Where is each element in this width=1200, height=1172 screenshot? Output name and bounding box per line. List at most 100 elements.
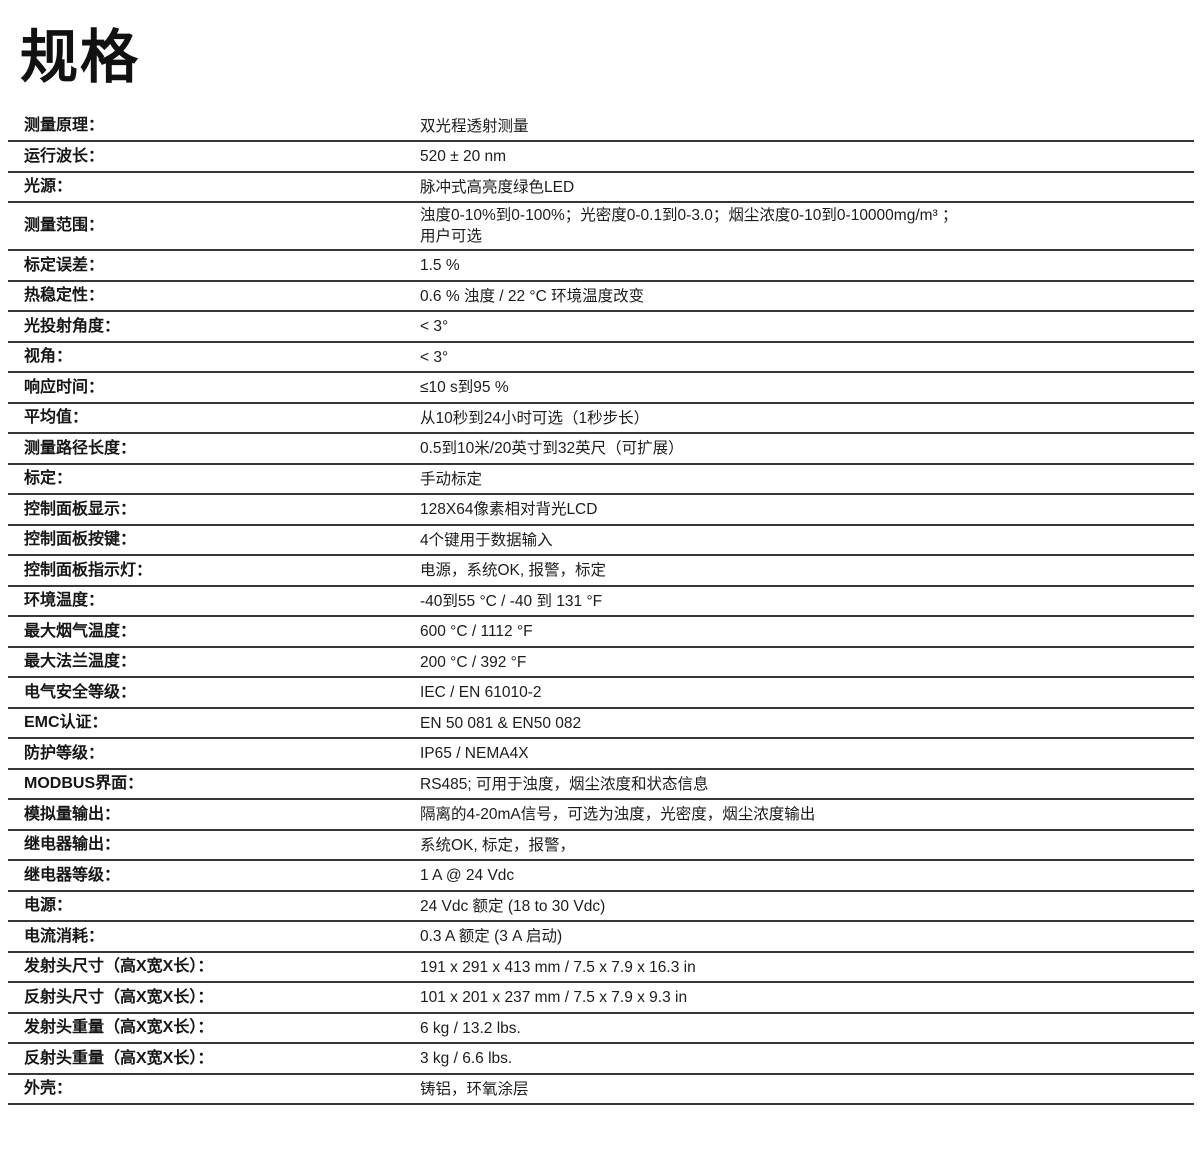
spec-row: 光投射角度： < 3° bbox=[8, 312, 1194, 343]
spec-value: 101 x 201 x 237 mm / 7.5 x 7.9 x 9.3 in bbox=[420, 989, 688, 1007]
spec-label: 继电器等级： bbox=[24, 866, 121, 884]
spec-label: 热稳定性： bbox=[24, 287, 105, 305]
spec-value: 铸铝，环氧涂层 bbox=[420, 1080, 529, 1098]
spec-row: 控制面板指示灯： 电源，系统OK, 报警，标定 bbox=[8, 556, 1194, 587]
spec-value: 1.5 % bbox=[420, 257, 460, 275]
spec-row: 控制面板按键： 4个键用于数据输入 bbox=[8, 526, 1194, 557]
spec-value: ≤10 s到95 % bbox=[420, 379, 509, 397]
spec-value: IP65 / NEMA4X bbox=[420, 745, 529, 763]
spec-label: 发射头重量（高X宽X长）： bbox=[24, 1019, 214, 1037]
spec-row: 环境温度： -40到55 °C / -40 到 131 °F bbox=[8, 587, 1194, 618]
spec-value: 200 °C / 392 °F bbox=[420, 653, 527, 671]
spec-label: 电气安全等级： bbox=[24, 683, 137, 701]
spec-row: 响应时间： ≤10 s到95 % bbox=[8, 373, 1194, 404]
spec-label: 反射头尺寸（高X宽X长）： bbox=[24, 988, 214, 1006]
spec-row: 控制面板显示： 128X64像素相对背光LCD bbox=[8, 495, 1194, 526]
spec-row: 发射头重量（高X宽X长）： 6 kg / 13.2 lbs. bbox=[8, 1014, 1194, 1045]
spec-label: 环境温度： bbox=[24, 592, 105, 610]
spec-value-line2: 用户可选 bbox=[420, 228, 483, 246]
spec-label: 响应时间： bbox=[24, 378, 105, 396]
spec-table: 测量原理： 双光程透射测量运行波长： 520 ± 20 nm 光源： 脉冲式高亮度绿色L… bbox=[8, 112, 1194, 1106]
page-title: 规格 bbox=[20, 25, 141, 90]
spec-value: 24 Vdc 额定 (18 to 30 Vdc) bbox=[420, 897, 606, 915]
spec-label: 测量范围： bbox=[24, 217, 105, 235]
spec-label: EMC认证： bbox=[24, 714, 108, 732]
spec-value: 0.3 A 额定 (3 A 启动) bbox=[420, 928, 563, 946]
spec-label: 模拟量输出： bbox=[24, 805, 121, 823]
spec-label: 控制面板显示： bbox=[24, 500, 137, 518]
spec-value: 0.6 % 浊度 / 22 °C 环境温度改变 bbox=[420, 287, 645, 305]
spec-value: 128X64像素相对背光LCD bbox=[420, 501, 598, 519]
spec-value: 电源，系统OK, 报警，标定 bbox=[420, 562, 607, 580]
spec-label: 继电器输出： bbox=[24, 836, 121, 854]
spec-value: IEC / EN 61010-2 bbox=[420, 684, 542, 702]
spec-label: 测量路径长度： bbox=[24, 439, 137, 457]
spec-label: 标定： bbox=[24, 470, 73, 488]
spec-value: < 3° bbox=[420, 318, 449, 336]
spec-row: 电气安全等级： IEC / EN 61010-2 bbox=[8, 678, 1194, 709]
spec-value: 浊度0-10%到0-100%；光密度0-0.1到0-3.0；烟尘浓度0-10到0… bbox=[420, 205, 1194, 247]
spec-row: 反射头尺寸（高X宽X长）： 101 x 201 x 237 mm / 7.5 x … bbox=[8, 983, 1194, 1014]
spec-row: 继电器等级： 1 A @ 24 Vdc bbox=[8, 861, 1194, 892]
spec-label: 平均值： bbox=[24, 409, 89, 427]
spec-value: 系统OK, 标定，报警， bbox=[420, 836, 576, 854]
spec-label: 电流消耗： bbox=[24, 927, 105, 945]
spec-label: 最大烟气温度： bbox=[24, 622, 137, 640]
spec-value: 从10秒到24小时可选（1秒步长） bbox=[420, 409, 650, 427]
spec-label: 反射头重量（高X宽X长）： bbox=[24, 1049, 214, 1067]
spec-value: 隔离的4-20mA信号，可选为浊度，光密度，烟尘浓度输出 bbox=[420, 806, 816, 824]
spec-value: 双光程透射测量 bbox=[420, 117, 529, 135]
spec-row: 最大烟气温度： 600 °C / 1112 °F bbox=[8, 617, 1194, 648]
spec-label: 发射头尺寸（高X宽X长）： bbox=[24, 958, 214, 976]
spec-row: 平均值： 从10秒到24小时可选（1秒步长） bbox=[8, 404, 1194, 435]
spec-value: 0.5到10米/20英寸到32英尺（可扩展） bbox=[420, 440, 684, 458]
spec-value: -40到55 °C / -40 到 131 °F bbox=[420, 592, 603, 610]
spec-label: 电源： bbox=[24, 897, 73, 915]
spec-row: MODBUS界面： RS485; 可用于浊度，烟尘浓度和状态信息 bbox=[8, 770, 1194, 801]
spec-sheet-page: 规格 测量原理： 双光程透射测量运行波长： 520 ± 20 nm 光源： 脉冲式高亮度… bbox=[0, 25, 1200, 1106]
spec-row: 继电器输出： 系统OK, 标定，报警， bbox=[8, 831, 1194, 862]
spec-row: 电流消耗： 0.3 A 额定 (3 A 启动) bbox=[8, 922, 1194, 953]
spec-row: 模拟量输出： 隔离的4-20mA信号，可选为浊度，光密度，烟尘浓度输出 bbox=[8, 800, 1194, 831]
spec-row: 运行波长： 520 ± 20 nm bbox=[8, 142, 1194, 173]
spec-row: 测量范围： 浊度0-10%到0-100%；光密度0-0.1到0-3.0；烟尘浓度0… bbox=[8, 203, 1194, 252]
spec-row: 发射头尺寸（高X宽X长）： 191 x 291 x 413 mm / 7.5 x … bbox=[8, 953, 1194, 984]
spec-label: 光源： bbox=[24, 178, 73, 196]
spec-label: 外壳： bbox=[24, 1080, 73, 1098]
spec-row: 电源： 24 Vdc 额定 (18 to 30 Vdc) bbox=[8, 892, 1194, 923]
spec-row: 标定： 手动标定 bbox=[8, 465, 1194, 496]
spec-value: 3 kg / 6.6 lbs. bbox=[420, 1050, 513, 1068]
spec-row: 视角： < 3° bbox=[8, 343, 1194, 374]
spec-row: 最大法兰温度： 200 °C / 392 °F bbox=[8, 648, 1194, 679]
spec-label: 光投射角度： bbox=[24, 317, 121, 335]
spec-value: 6 kg / 13.2 lbs. bbox=[420, 1019, 521, 1037]
spec-label: 运行波长： bbox=[24, 147, 105, 165]
spec-row: 测量路径长度： 0.5到10米/20英寸到32英尺（可扩展） bbox=[8, 434, 1194, 465]
spec-value: 1 A @ 24 Vdc bbox=[420, 867, 515, 885]
spec-row: 反射头重量（高X宽X长）： 3 kg / 6.6 lbs. bbox=[8, 1044, 1194, 1075]
spec-value: < 3° bbox=[420, 348, 449, 366]
spec-value: 脉冲式高亮度绿色LED bbox=[420, 178, 575, 196]
spec-row: 标定误差： 1.5 % bbox=[8, 251, 1194, 282]
spec-label: 标定误差： bbox=[24, 256, 105, 274]
spec-row: 防护等级： IP65 / NEMA4X bbox=[8, 739, 1194, 770]
spec-value: 600 °C / 1112 °F bbox=[420, 623, 533, 641]
spec-row: 热稳定性： 0.6 % 浊度 / 22 °C 环境温度改变 bbox=[8, 282, 1194, 313]
spec-value: 手动标定 bbox=[420, 470, 483, 488]
spec-value: 191 x 291 x 413 mm / 7.5 x 7.9 x 16.3 in bbox=[420, 958, 696, 976]
spec-label: 最大法兰温度： bbox=[24, 653, 137, 671]
spec-label: MODBUS界面： bbox=[24, 775, 144, 793]
spec-row: 外壳： 铸铝，环氧涂层 bbox=[8, 1075, 1194, 1106]
spec-value: 4个键用于数据输入 bbox=[420, 531, 553, 549]
spec-row: EMC认证： EN 50 081 & EN50 082 bbox=[8, 709, 1194, 740]
spec-row: 光源： 脉冲式高亮度绿色LED bbox=[8, 173, 1194, 204]
spec-label: 控制面板指示灯： bbox=[24, 561, 153, 579]
spec-value: EN 50 081 & EN50 082 bbox=[420, 714, 582, 732]
spec-value: RS485; 可用于浊度，烟尘浓度和状态信息 bbox=[420, 775, 709, 793]
spec-label: 防护等级： bbox=[24, 744, 105, 762]
spec-row: 测量原理： 双光程透射测量 bbox=[8, 112, 1194, 143]
spec-label: 测量原理： bbox=[24, 117, 105, 135]
spec-label: 控制面板按键： bbox=[24, 531, 137, 549]
spec-label: 视角： bbox=[24, 348, 73, 366]
spec-value: 520 ± 20 nm bbox=[420, 148, 507, 166]
